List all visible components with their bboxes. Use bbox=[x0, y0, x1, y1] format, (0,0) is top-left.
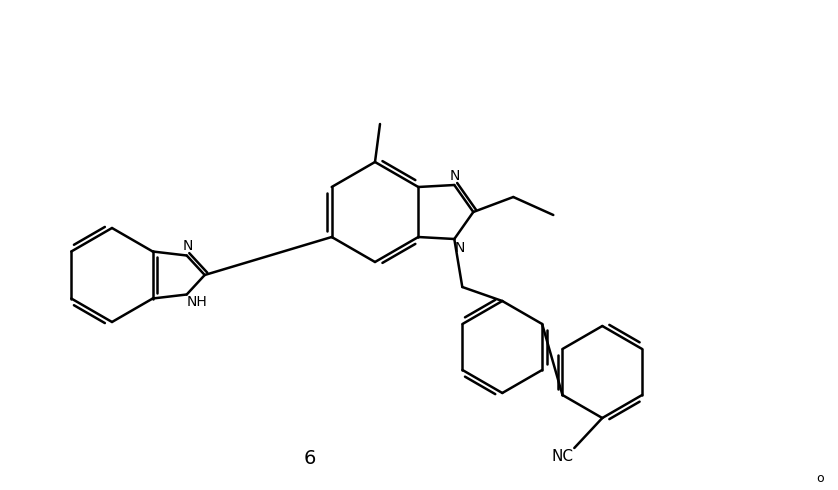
Text: N: N bbox=[455, 241, 465, 255]
Text: NC: NC bbox=[551, 448, 573, 464]
Text: 6: 6 bbox=[304, 448, 316, 467]
Text: N: N bbox=[183, 240, 193, 253]
Text: o: o bbox=[816, 471, 824, 485]
Text: NH: NH bbox=[186, 294, 207, 309]
Text: N: N bbox=[450, 169, 461, 183]
